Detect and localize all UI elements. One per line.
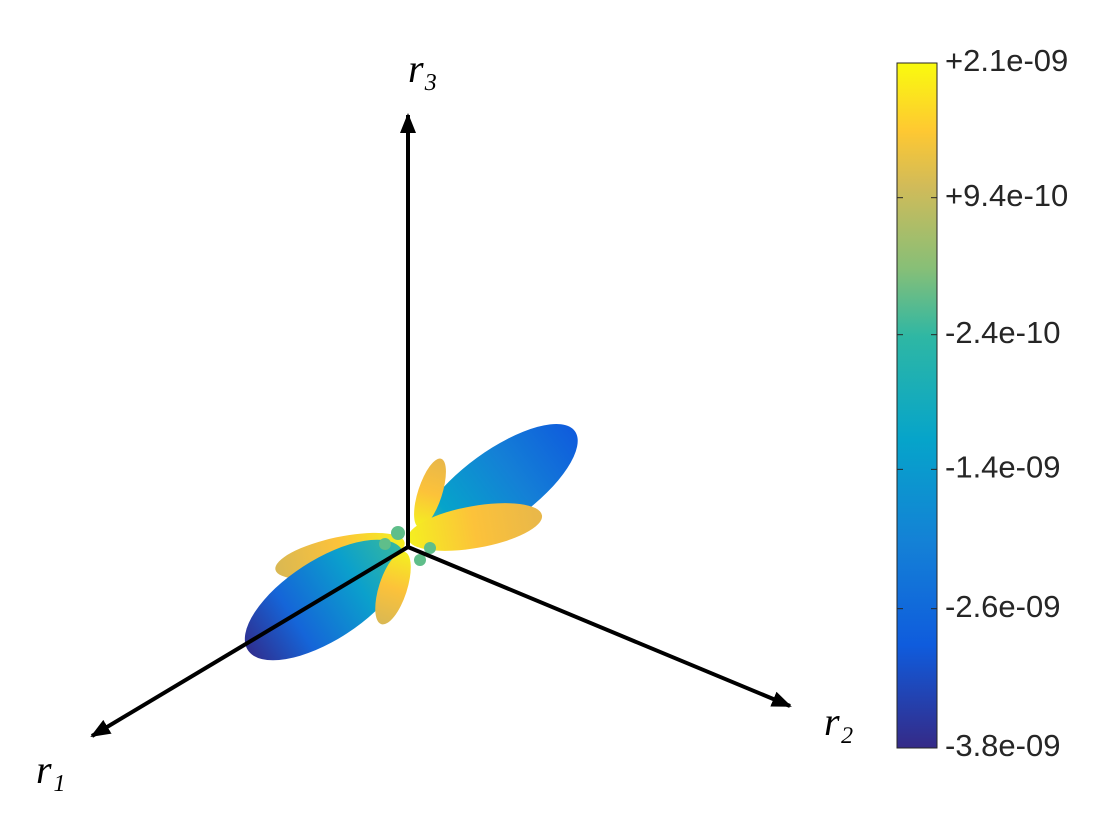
colorbar-tick-label: -1.4e-09 [945,450,1060,485]
y-label: r₂ [824,699,853,744]
x-axis [90,545,410,738]
colorbar-tick-label: -3.8e-09 [945,728,1060,763]
surface [244,424,578,661]
colorbar-tick-label: -2.6e-09 [945,589,1060,624]
axes [90,113,792,738]
colorbar-tick-label: -2.4e-10 [945,315,1060,350]
colorbar-tick-label: +2.1e-09 [945,43,1068,78]
y-axis [407,545,792,708]
colorbar [896,62,938,749]
x-label: r₁ [36,747,65,792]
colorbar-tick-label: +9.4e-10 [945,178,1068,213]
z-label: r₃ [408,46,437,91]
